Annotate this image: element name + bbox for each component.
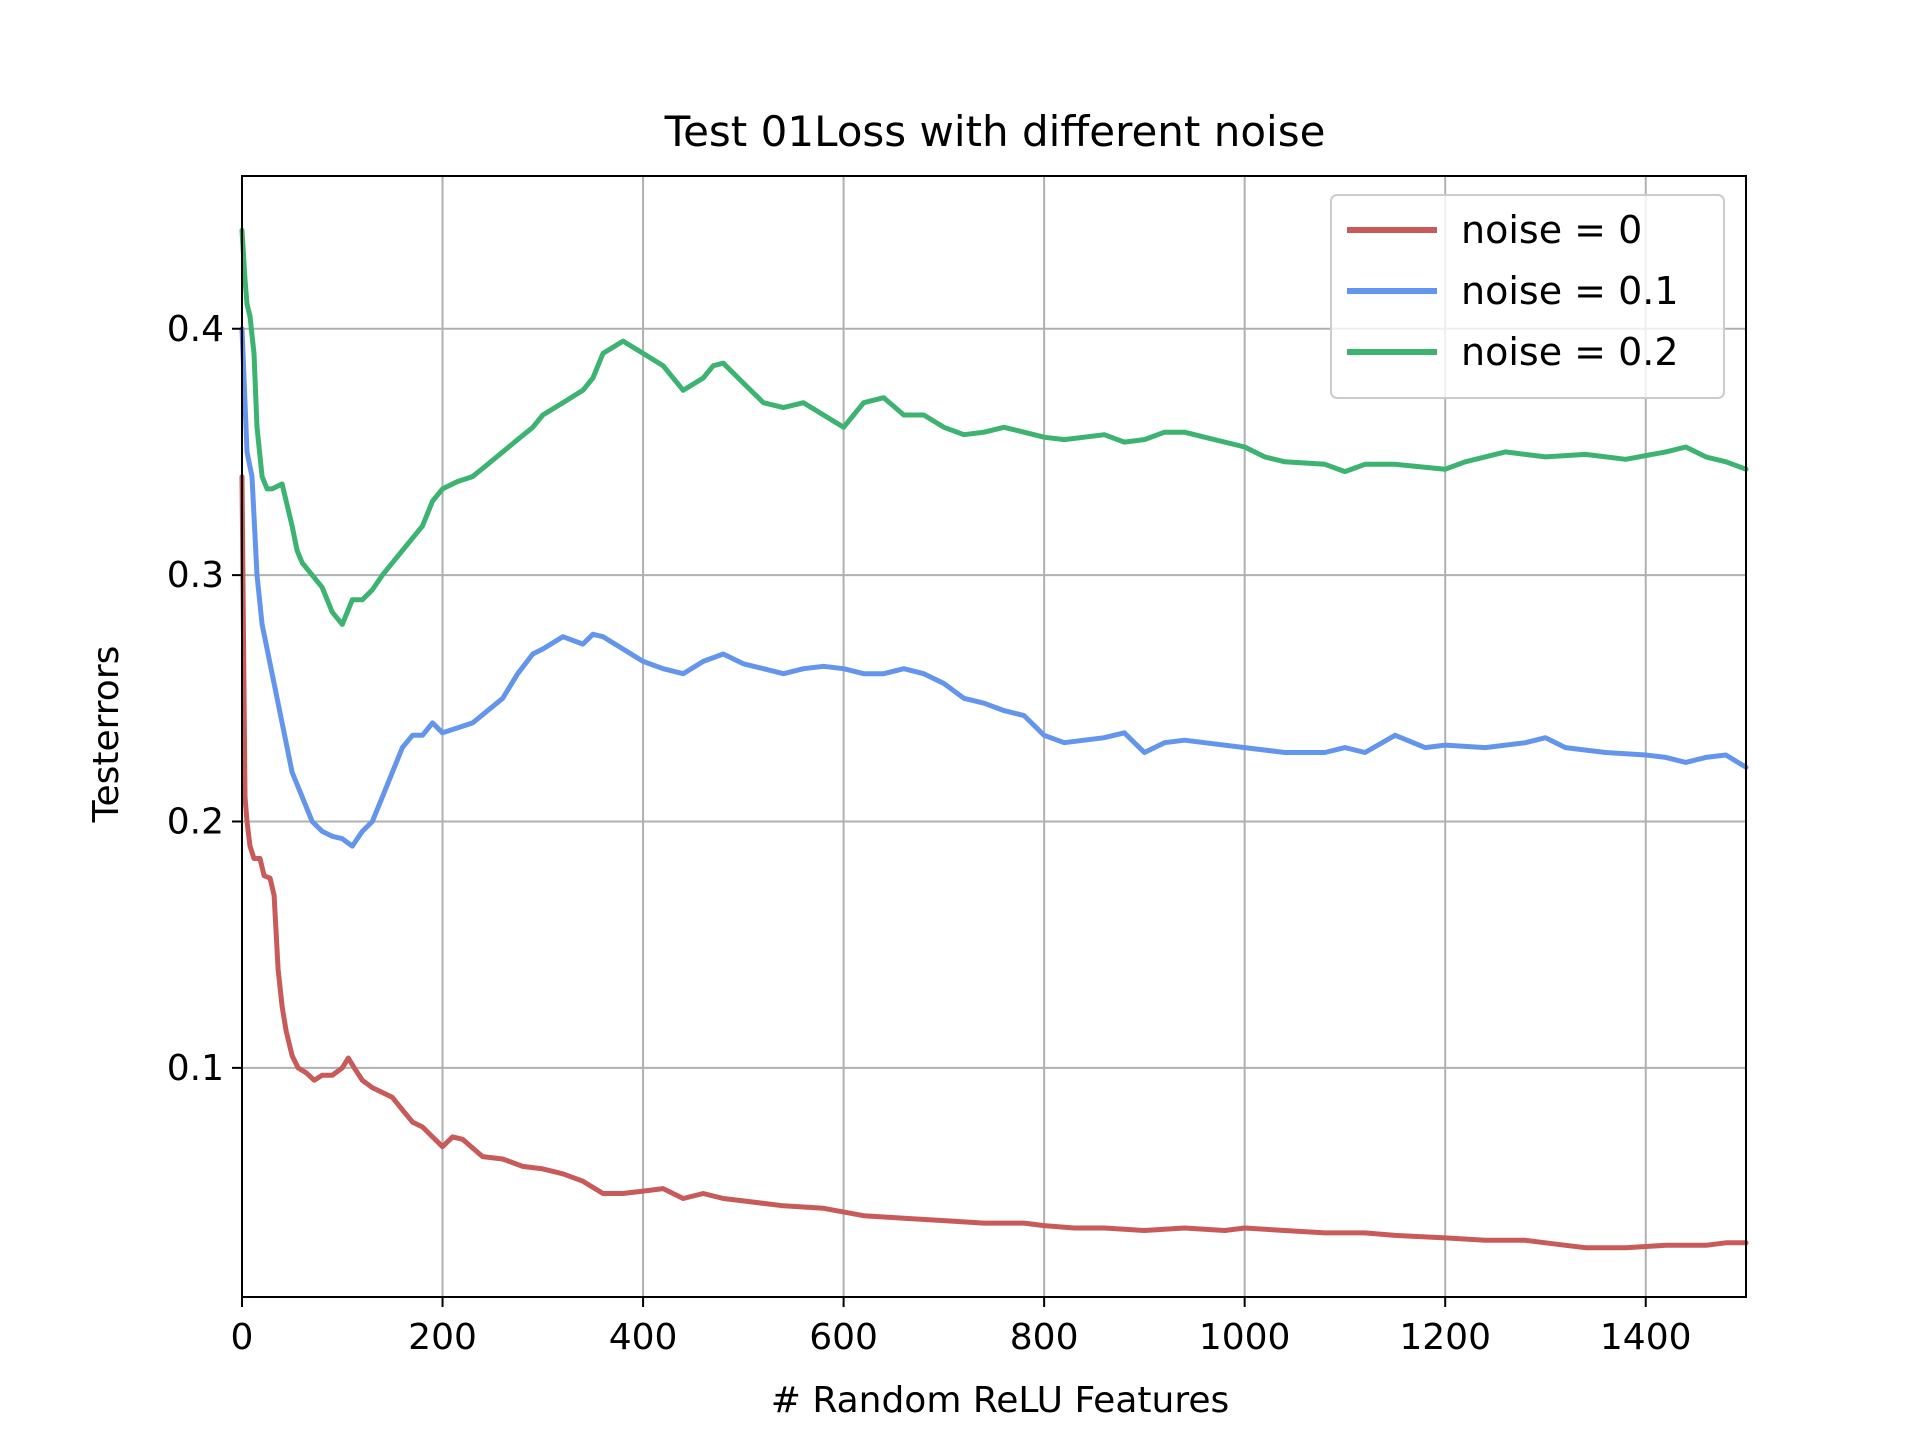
series-line-1 — [239, 474, 1749, 1251]
x-tick-label: 1200 — [1399, 1317, 1491, 1358]
chart-title: Test 01Loss with different noise — [664, 107, 1326, 156]
series-layer — [239, 227, 1749, 1251]
legend-box — [1330, 194, 1725, 399]
x-tick-label: 800 — [1010, 1317, 1079, 1358]
axis-ticks: 0 200 400 600 800 1000 1200 1400 0.1 0.2 0.3 0.4 — [167, 309, 1692, 1358]
y-axis-label: Testerrors — [86, 646, 127, 824]
legend-label-3: noise = 0.2 — [1461, 330, 1679, 374]
x-tick-label: 0 — [231, 1317, 254, 1358]
legend-label-1: noise = 0 — [1461, 208, 1642, 252]
x-axis-label: # Random ReLU Features — [771, 1380, 1230, 1421]
plot-frame — [241, 175, 1747, 1298]
x-tick-label: 200 — [408, 1317, 477, 1358]
x-tick-label: 1000 — [1199, 1317, 1291, 1358]
x-tick-label: 1400 — [1600, 1317, 1692, 1358]
series-line-3 — [239, 227, 1749, 627]
legend-label-2: noise = 0.1 — [1461, 269, 1679, 313]
x-tick-label: 600 — [809, 1317, 878, 1358]
legend: noise = 0 noise = 0.1 noise = 0.2 — [1330, 194, 1725, 399]
y-tick-label: 0.2 — [167, 801, 224, 842]
y-tick-label: 0.3 — [167, 555, 224, 596]
y-tick-label: 0.1 — [167, 1048, 224, 1089]
y-tick-label: 0.4 — [167, 309, 224, 350]
x-tick-label: 400 — [609, 1317, 678, 1358]
series-line-2 — [239, 326, 1749, 849]
